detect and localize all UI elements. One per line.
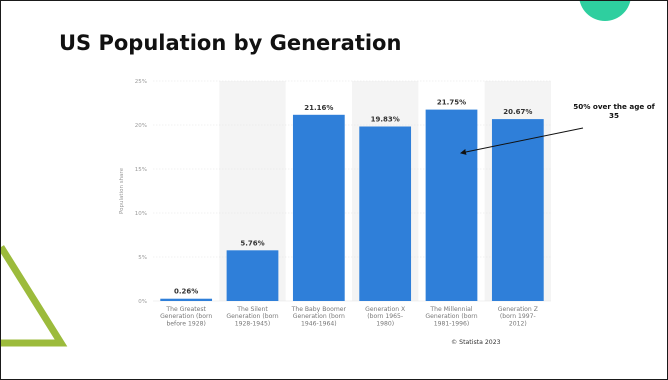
category-label: 1946-1964): [301, 320, 337, 327]
category-label: 1980): [376, 320, 394, 327]
category-label: 2012): [509, 320, 527, 327]
data-label: 21.16%: [304, 104, 333, 112]
category-label: The Greatest: [165, 306, 206, 313]
y-tick-label: 10%: [135, 211, 147, 217]
data-label: 20.67%: [503, 108, 532, 116]
y-tick-label: 25%: [135, 79, 147, 85]
category-label: Generation (born: [160, 313, 212, 320]
slide-title: US Population by Generation: [59, 31, 402, 55]
source-credit: © Statista 2023: [451, 339, 501, 346]
annotation-text: 50% over the age of 35: [573, 102, 655, 120]
bar: [160, 298, 213, 301]
category-label: before 1928): [166, 320, 205, 327]
category-label: Generation Z: [498, 306, 538, 313]
green-triangle-decoration: [1, 245, 68, 347]
category-label: (born 1965-: [367, 313, 403, 320]
category-label: Generation X: [365, 306, 405, 313]
data-label: 21.75%: [437, 99, 466, 107]
annotation-arrow: [460, 127, 584, 155]
category-label: 1981-1996): [434, 320, 470, 327]
category-label: 1928-1945): [235, 320, 271, 327]
category-label: Generation (born: [425, 313, 477, 320]
data-label: 19.83%: [371, 115, 400, 123]
y-tick-label: 20%: [135, 123, 147, 129]
y-tick-label: 15%: [135, 167, 147, 173]
category-label: (born 1997-: [500, 313, 536, 320]
category-label: Generation (born: [293, 313, 345, 320]
category-label: The Silent: [236, 306, 268, 313]
bar: [292, 114, 345, 302]
bar: [491, 119, 544, 301]
bar: [425, 109, 478, 301]
data-label: 0.26%: [174, 288, 198, 296]
y-tick-label: 5%: [138, 255, 147, 261]
y-tick-label: 0%: [138, 299, 147, 305]
category-label: Generation (born: [226, 313, 278, 320]
category-label: The Millennial: [429, 306, 473, 313]
bar: [359, 126, 412, 301]
bar: [226, 250, 279, 301]
y-axis-label: Population share: [119, 167, 125, 214]
category-label: The Baby Boomer: [291, 306, 347, 313]
data-label: 5.76%: [240, 239, 264, 247]
teal-circle-decoration: [579, 1, 631, 21]
